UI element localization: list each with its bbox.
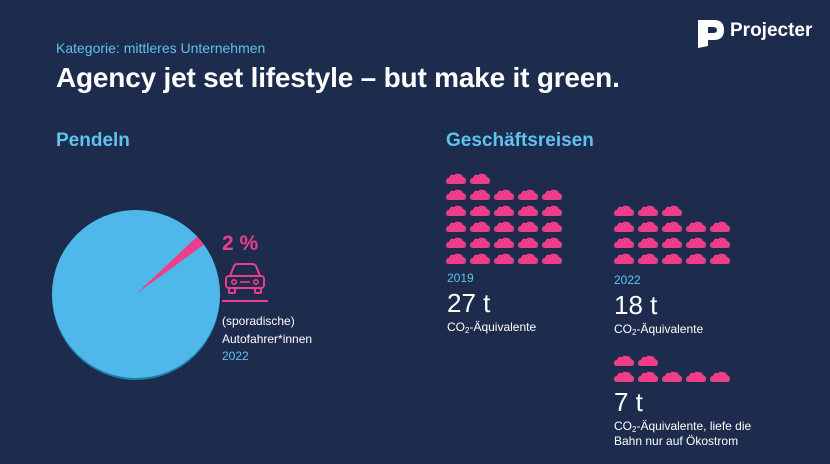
cloud-icon — [494, 205, 514, 216]
cloud-icon — [686, 237, 706, 248]
cloud-icon — [470, 205, 490, 216]
logo-mark — [698, 20, 724, 48]
cloud-icon — [614, 371, 634, 382]
cloud-icon — [710, 237, 730, 248]
cloud-icon — [470, 237, 490, 248]
cloud-icon — [446, 221, 466, 232]
pie-slice-car-share — [136, 236, 204, 294]
cloud-icon — [542, 189, 562, 200]
cloud-icon — [614, 221, 634, 232]
cloud-icon — [542, 237, 562, 248]
cloud-icon — [638, 221, 658, 232]
cloud-icon — [518, 237, 538, 248]
cloud-icon — [638, 355, 658, 366]
unit-2022: CO2-Äquivalente — [614, 322, 704, 337]
cloud-icon — [614, 253, 634, 264]
cloud-icon — [662, 205, 682, 216]
cloud-icon — [638, 205, 658, 216]
cloud-icon — [638, 371, 658, 382]
cloud-icon — [494, 221, 514, 232]
cloud-icon — [542, 205, 562, 216]
year-2022: 2022 — [614, 273, 641, 287]
cloud-icon — [686, 221, 706, 232]
cloud-icon — [542, 221, 562, 232]
cloud-icon — [446, 173, 466, 184]
cloud-icon — [470, 189, 490, 200]
cloud-icon — [542, 253, 562, 264]
section-heading-pendeln: Pendeln — [56, 130, 130, 151]
cloud-icon — [710, 221, 730, 232]
cloud-grid-2019 — [446, 173, 562, 265]
car-underline — [222, 300, 268, 302]
cloud-icon — [710, 371, 730, 382]
category-label: Kategorie: mittleres Unternehmen — [56, 40, 266, 56]
cloud-icon — [518, 221, 538, 232]
cloud-icon — [446, 237, 466, 248]
commute-year: 2022 — [222, 349, 249, 363]
cloud-icon — [494, 253, 514, 264]
cloud-icon — [446, 253, 466, 264]
cloud-icon — [470, 221, 490, 232]
cloud-icon — [470, 253, 490, 264]
cloud-grid-green-rail — [614, 355, 730, 383]
cloud-icon — [494, 237, 514, 248]
cloud-icon — [494, 189, 514, 200]
cloud-icon — [686, 253, 706, 264]
cloud-grid-2022 — [614, 205, 730, 265]
cloud-icon — [710, 253, 730, 264]
cloud-icon — [614, 237, 634, 248]
commute-pie-chart — [52, 210, 220, 380]
cloud-icon — [662, 371, 682, 382]
value-2022: 18 t — [614, 290, 658, 320]
commute-note-line1: (sporadische) — [222, 314, 295, 328]
section-heading-geschaeftsreisen: Geschäftsreisen — [446, 130, 594, 151]
unit-green-rail-line2: Bahn nur auf Ökostrom — [614, 434, 739, 448]
cloud-icon — [446, 189, 466, 200]
value-green-rail: 7 t — [614, 387, 643, 417]
cloud-icon — [686, 371, 706, 382]
cloud-icon — [470, 173, 490, 184]
cloud-icon — [518, 189, 538, 200]
cloud-icon — [662, 253, 682, 264]
cloud-icon — [518, 253, 538, 264]
cloud-icon — [614, 205, 634, 216]
value-2019: 27 t — [447, 288, 491, 318]
cloud-icon — [614, 355, 634, 366]
cloud-icon — [638, 237, 658, 248]
commute-note-line2: Autofahrer*innen — [222, 332, 313, 346]
cloud-icon — [662, 221, 682, 232]
projecter-logo — [698, 20, 724, 48]
cloud-icon — [662, 237, 682, 248]
cloud-icon — [518, 205, 538, 216]
cloud-icon — [638, 253, 658, 264]
year-2019: 2019 — [447, 271, 474, 285]
car-icon — [225, 263, 265, 294]
brand-name: Projecter — [730, 20, 813, 41]
unit-green-rail-line1: CO2-Äquivalente, liefe die — [614, 419, 752, 434]
cloud-icon — [446, 205, 466, 216]
car-share-percent: 2 % — [222, 232, 259, 255]
unit-2019: CO2-Äquivalente — [447, 320, 537, 335]
page-title: Agency jet set lifestyle – but make it g… — [56, 62, 620, 93]
